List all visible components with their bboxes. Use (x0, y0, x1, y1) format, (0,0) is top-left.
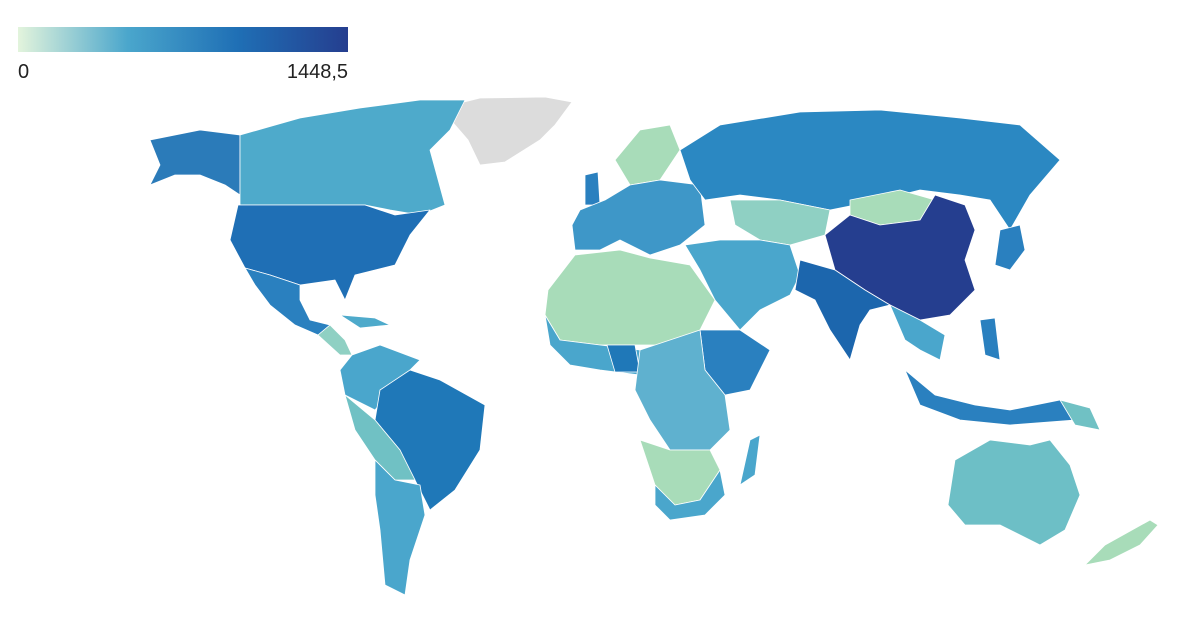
alaska (149, 129, 241, 196)
canada (239, 99, 466, 216)
north-africa (544, 249, 716, 346)
kazakhstan (729, 199, 831, 246)
countries (149, 96, 1159, 596)
legend-max-label: 1448,5 (287, 61, 348, 83)
legend-min-label: 0 (18, 61, 29, 83)
europe (571, 179, 706, 256)
caribbean (339, 314, 391, 329)
south-africa (654, 469, 726, 521)
peru-bolivia (344, 394, 416, 481)
legend-gradient (18, 27, 348, 52)
russia (679, 109, 1061, 231)
india (794, 259, 891, 361)
greenland (439, 96, 573, 166)
indonesia (904, 369, 1076, 426)
argentina-chile (374, 459, 426, 596)
japan (994, 224, 1026, 271)
central-america (317, 324, 353, 356)
central-africa (634, 329, 731, 451)
australia (947, 439, 1081, 546)
uk (584, 171, 601, 206)
new-zealand (1084, 519, 1159, 566)
scandinavia (614, 124, 681, 186)
madagascar (739, 434, 761, 486)
southeast-asia (889, 304, 946, 361)
philippines (979, 317, 1001, 361)
papua (1059, 399, 1101, 431)
middle-east (684, 239, 801, 331)
